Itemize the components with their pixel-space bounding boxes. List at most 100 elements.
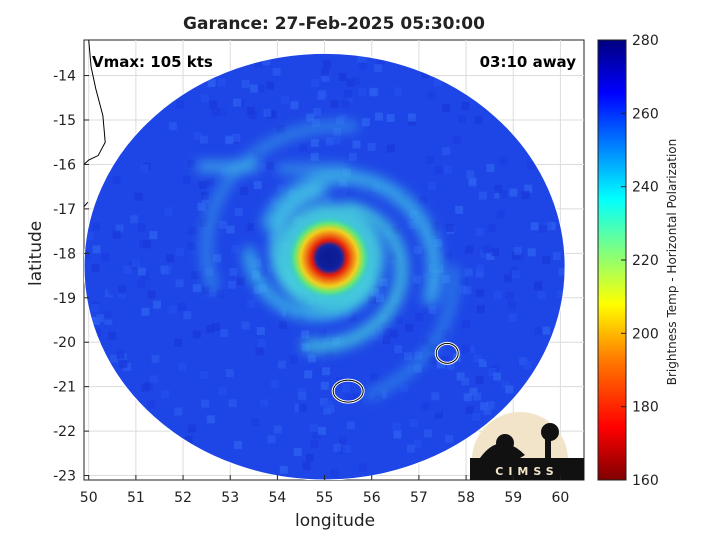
texture-cell — [537, 290, 546, 299]
texture-cell — [171, 424, 180, 433]
texture-cell — [241, 79, 250, 88]
texture-cell — [200, 191, 209, 200]
x-tick-label: 57 — [410, 490, 428, 506]
texture-cell — [465, 406, 474, 415]
texture-cell — [298, 403, 307, 412]
texture-cell — [183, 311, 192, 320]
texture-cell — [487, 224, 496, 233]
texture-cell — [480, 402, 489, 411]
texture-cell — [118, 290, 127, 299]
texture-cell — [219, 220, 228, 229]
texture-cell — [342, 445, 351, 454]
rain-band — [262, 170, 442, 306]
texture-cell — [422, 273, 431, 282]
texture-cell — [418, 343, 427, 352]
texture-cell — [301, 330, 310, 339]
texture-cell — [476, 305, 485, 314]
texture-cell — [310, 439, 319, 448]
y-tick-label: -17 — [53, 202, 76, 218]
texture-cell — [452, 228, 461, 237]
texture-cell — [101, 252, 110, 261]
texture-cell — [163, 289, 172, 298]
texture-cell — [137, 280, 146, 289]
texture-cell — [266, 81, 275, 90]
texture-cell — [260, 399, 269, 408]
texture-cell — [505, 385, 514, 394]
texture-cell — [409, 221, 418, 230]
texture-cell — [255, 59, 264, 68]
texture-cell — [442, 275, 451, 284]
texture-cell — [188, 226, 197, 235]
texture-cell — [318, 90, 327, 99]
texture-cell — [108, 331, 117, 340]
texture-cell — [299, 143, 308, 152]
texture-cell — [421, 402, 430, 411]
texture-cell — [524, 184, 533, 193]
texture-cell — [141, 372, 150, 381]
texture-cell — [146, 400, 155, 409]
texture-cell — [386, 144, 395, 153]
y-tick-label: -14 — [53, 69, 76, 85]
texture-cell — [168, 122, 177, 131]
texture-cell — [434, 166, 443, 175]
texture-cell — [174, 407, 183, 416]
texture-cell — [103, 311, 112, 320]
texture-cell — [442, 147, 451, 156]
texture-cell — [246, 106, 255, 115]
time-away-annotation: 03:10 away — [479, 53, 576, 71]
texture-cell — [422, 306, 431, 315]
texture-cell — [211, 108, 220, 117]
texture-cell — [459, 304, 468, 313]
texture-cell — [418, 196, 427, 205]
madagascar-coastline — [84, 40, 106, 165]
texture-cell — [503, 274, 512, 283]
texture-cell — [473, 392, 482, 401]
texture-cell — [367, 142, 376, 151]
texture-cell — [346, 78, 355, 87]
texture-cell — [453, 404, 462, 413]
texture-cell — [218, 387, 227, 396]
texture-cell — [262, 57, 271, 66]
texture-cell — [231, 245, 240, 254]
rain-band — [301, 203, 408, 353]
texture-cell — [458, 285, 467, 294]
texture-cell — [478, 359, 487, 368]
colorbar-tick-label: 280 — [632, 33, 659, 49]
texture-cell — [407, 113, 416, 122]
texture-cell — [443, 165, 452, 174]
texture-cell — [322, 367, 331, 376]
texture-cell — [229, 267, 238, 276]
y-tick-label: -22 — [53, 424, 76, 440]
texture-cell — [399, 394, 408, 403]
texture-cell — [455, 340, 464, 349]
texture-cell — [404, 352, 413, 361]
texture-cell — [337, 445, 346, 454]
texture-cell — [193, 131, 202, 140]
colorbar-tick-label: 160 — [632, 473, 659, 489]
tick-layer: 50 51 52 53 54 55 56 57 58 59 60 -14 -15 -16 -17 -18 -19… — [53, 69, 569, 506]
texture-cell — [415, 313, 424, 322]
x-tick-label: 54 — [268, 490, 286, 506]
texture-cell — [476, 264, 485, 273]
texture-cell — [427, 356, 436, 365]
texture-cell — [233, 338, 242, 347]
texture-cell — [462, 320, 471, 329]
texture-cell — [104, 202, 113, 211]
texture-cell — [427, 91, 436, 100]
texture-cell — [434, 300, 443, 309]
texture-cell — [199, 218, 208, 227]
texture-cell — [461, 101, 470, 110]
texture-cell — [491, 248, 500, 257]
texture-cell — [344, 90, 353, 99]
texture-cell — [348, 152, 357, 161]
texture-cell — [115, 224, 124, 233]
texture-cell — [178, 362, 187, 371]
texture-cell — [325, 349, 334, 358]
texture-cell — [187, 159, 196, 168]
texture-cell — [305, 454, 314, 463]
texture-cell — [350, 189, 359, 198]
texture-cell — [428, 306, 437, 315]
texture-cell — [160, 265, 169, 274]
texture-cell — [130, 215, 139, 224]
